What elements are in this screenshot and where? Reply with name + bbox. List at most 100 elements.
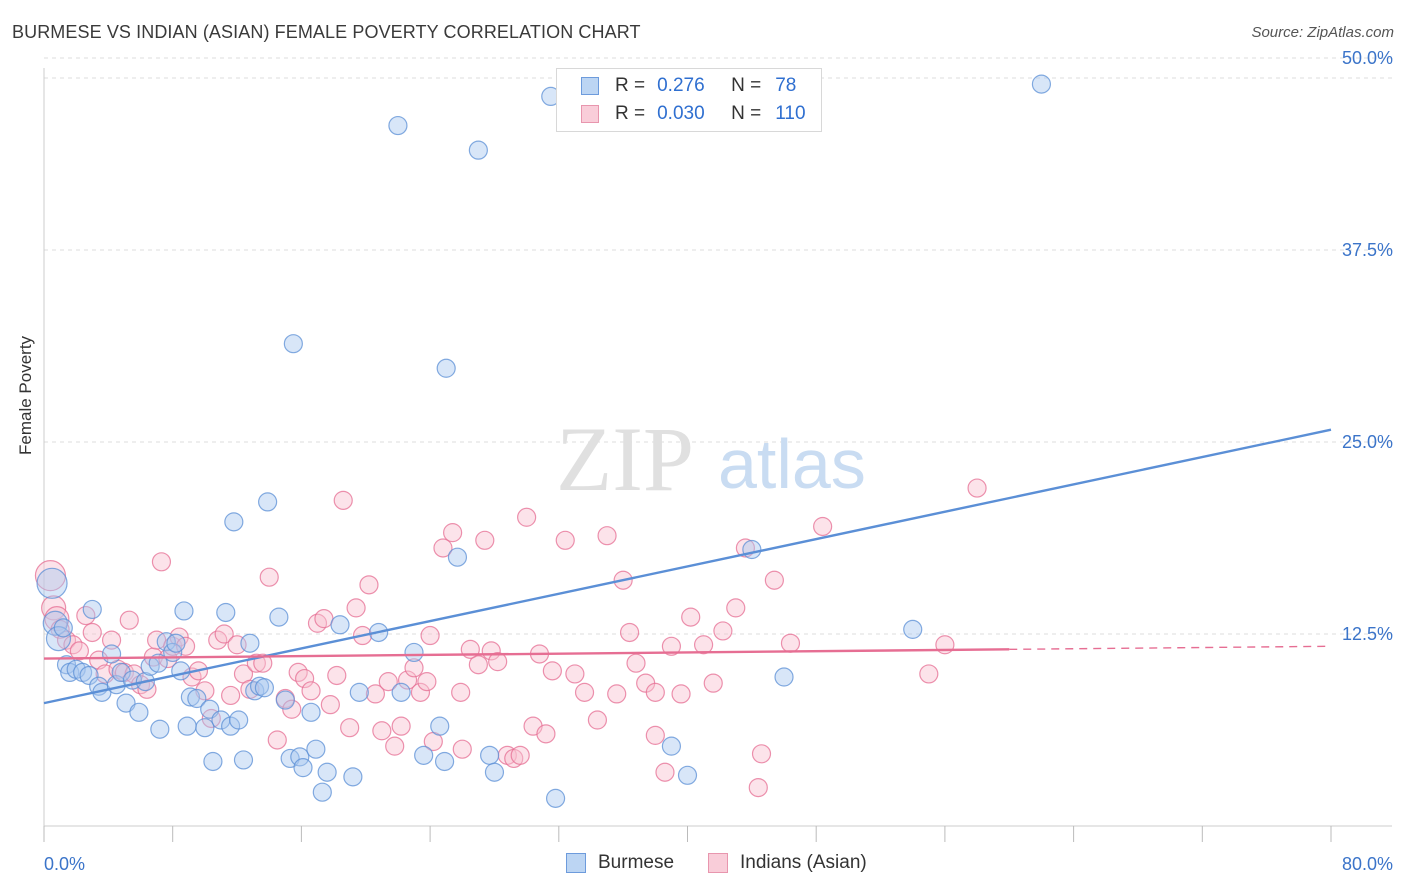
indian-point xyxy=(82,622,102,643)
burmese-point xyxy=(79,665,99,686)
y-tick-labels: 12.5% 25.0% 37.5% 50.0% xyxy=(1342,48,1393,644)
indian-point xyxy=(751,744,772,764)
burmese-point xyxy=(414,745,434,765)
burmese-point xyxy=(301,702,321,722)
y-axis-label: Female Poverty xyxy=(16,335,35,455)
burmese-point xyxy=(306,739,326,759)
burmese-point xyxy=(240,633,260,653)
legend-row-burmese: R = 0.276 N = 78 xyxy=(581,73,796,99)
indian-point xyxy=(764,570,784,590)
indian-point xyxy=(443,523,463,543)
burmese-point xyxy=(275,690,295,710)
indian-point xyxy=(655,762,675,782)
indian-point xyxy=(151,552,172,572)
y-tick-label: 25.0% xyxy=(1342,432,1393,452)
legend-n-label: N = xyxy=(731,103,762,124)
burmese-point xyxy=(317,762,337,782)
indian-point xyxy=(314,609,334,629)
burmese-point xyxy=(1031,74,1052,94)
indian-point xyxy=(119,610,139,630)
indian-point xyxy=(661,636,682,656)
indian-point xyxy=(468,655,488,675)
x-tick-label-left: 0.0% xyxy=(44,854,85,874)
indian-point xyxy=(536,724,556,744)
indian-point xyxy=(359,575,379,595)
indian-point xyxy=(510,745,530,765)
burmese-point xyxy=(434,751,455,772)
burmese-point xyxy=(45,626,72,652)
indian-point xyxy=(597,526,617,546)
y-tick-label: 50.0% xyxy=(1342,48,1393,68)
burmese-point xyxy=(774,667,794,687)
indian-point xyxy=(340,718,360,738)
indian-point xyxy=(542,661,562,681)
axes xyxy=(43,68,1392,842)
burmese-point xyxy=(430,716,450,736)
burmese-point xyxy=(545,788,566,808)
indian-point xyxy=(372,721,392,741)
legend-n-indian: 110 xyxy=(775,103,806,124)
indian-trend-line xyxy=(43,648,1010,660)
indian-point xyxy=(404,658,424,678)
indian-point xyxy=(385,736,405,756)
indian-point xyxy=(451,682,471,702)
y-tick-label: 37.5% xyxy=(1342,240,1393,260)
burmese-point xyxy=(254,678,274,698)
burmese-point xyxy=(56,655,77,675)
indian-point xyxy=(967,478,987,498)
indian-point xyxy=(488,652,508,672)
stats-legend: R = 0.276 N = 78 R = 0.030 N = 110 xyxy=(556,68,822,132)
indian-point xyxy=(619,622,640,643)
burmese-point xyxy=(233,750,254,770)
legend-r-label: R = xyxy=(615,103,646,124)
indian-point xyxy=(195,681,215,701)
indian-point xyxy=(214,624,234,644)
indian-point xyxy=(327,665,347,686)
burmese-point xyxy=(661,736,682,756)
indian-point xyxy=(703,673,723,693)
indian-point xyxy=(365,684,386,704)
burmese-point xyxy=(177,716,197,736)
burmese-point xyxy=(203,751,223,772)
indian-trend-line-extension xyxy=(1009,645,1332,651)
y-tick-label: 12.5% xyxy=(1342,624,1393,644)
indian-point xyxy=(259,567,279,587)
burmese-point xyxy=(312,782,332,802)
indian-point xyxy=(645,725,665,745)
indian-point xyxy=(391,716,411,736)
burmese-point xyxy=(480,745,500,765)
indian-point xyxy=(726,598,746,618)
series-legend-indian[interactable]: Indians (Asian) xyxy=(708,852,867,874)
series-legend: Burmese Indians (Asian) xyxy=(0,852,1406,878)
burmese-point xyxy=(129,702,149,722)
burmese-point xyxy=(101,644,122,664)
indian-point xyxy=(813,516,833,537)
indian-point xyxy=(433,538,453,558)
burmese-point xyxy=(150,719,170,739)
indian-point xyxy=(517,507,537,527)
burmese-point xyxy=(903,619,923,639)
x-tick-label-right: 80.0% xyxy=(1342,854,1393,874)
indian-point xyxy=(410,682,431,702)
indian-point xyxy=(780,633,801,653)
legend-n-label: N = xyxy=(731,75,762,96)
burmese-points xyxy=(36,74,1052,808)
burmese-point xyxy=(391,682,411,702)
series-legend-burmese[interactable]: Burmese xyxy=(566,852,674,874)
indian-point xyxy=(475,530,495,550)
burmese-point xyxy=(180,687,200,707)
indian-point xyxy=(420,625,440,646)
indian-swatch xyxy=(708,853,728,873)
burmese-point xyxy=(174,601,194,621)
legend-swatch-burmese xyxy=(581,77,599,95)
grid-lines xyxy=(44,57,1392,635)
legend-row-indian: R = 0.030 N = 110 xyxy=(581,101,806,127)
indian-point xyxy=(607,684,627,704)
indian-point xyxy=(295,668,315,689)
indian-point xyxy=(574,682,595,702)
series-legend-burmese-label: Burmese xyxy=(598,852,675,873)
burmese-point xyxy=(436,358,456,378)
burmese-point xyxy=(404,642,424,663)
indian-point xyxy=(417,672,437,692)
burmese-point xyxy=(742,539,762,560)
